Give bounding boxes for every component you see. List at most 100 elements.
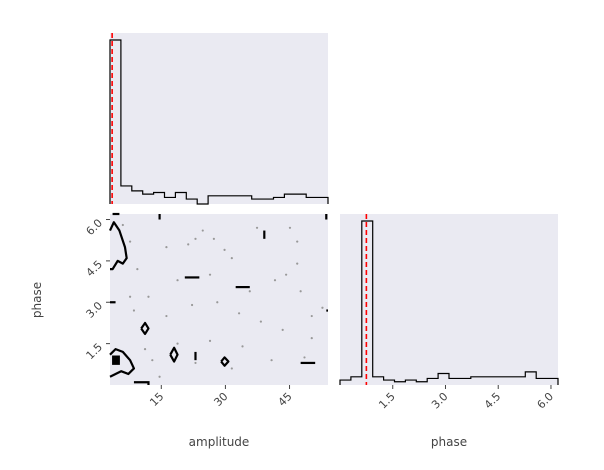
hist-bin-14: [263, 199, 274, 204]
hist-bin-5: [165, 197, 176, 204]
hist-bin-16: [514, 377, 525, 385]
hist-bin-9: [438, 374, 449, 385]
scatter-point-30: [241, 345, 244, 348]
hist-bin-16: [284, 194, 295, 204]
scatter-point-25: [310, 314, 313, 318]
hist-bin-0: [340, 380, 351, 385]
contour-line-4: [220, 356, 230, 367]
scatter-point-20: [216, 301, 219, 304]
y-tick-label-1: 3.0: [84, 299, 106, 321]
phase-x-tick-label-3: 6.0: [535, 390, 557, 412]
scatter-point-8: [255, 226, 259, 229]
scatter-point-24: [299, 290, 302, 293]
x-axis-label-amplitude: amplitude: [189, 435, 250, 449]
scatter-point-2: [165, 245, 168, 249]
histogram-step-line: [109, 39, 329, 205]
hist-bin-3: [373, 377, 384, 385]
y-tick-label-0: 1.5: [84, 341, 106, 363]
hist-bin-13: [252, 199, 263, 204]
scatter-point-38: [151, 359, 154, 362]
hist-bin-13: [482, 377, 493, 385]
scatter-point-21: [237, 312, 241, 315]
scatter-point-6: [223, 248, 226, 251]
hist-bin-14: [493, 377, 504, 385]
scatter-point-15: [176, 279, 179, 282]
contour-line-0: [109, 221, 128, 271]
hist-bin-2: [362, 221, 373, 385]
histogram-step-line: [339, 220, 559, 385]
contour-fragment-9: [133, 381, 150, 385]
scatter-point-3: [187, 243, 190, 246]
hist-bin-18: [306, 197, 317, 204]
scatter-point-39: [310, 337, 313, 340]
phase-x-tick-label-0: 1.5: [376, 390, 398, 412]
hist-bin-11: [230, 196, 241, 204]
scatter-point-0: [128, 240, 132, 243]
scatter-point-19: [190, 303, 194, 307]
contour-line-3: [169, 346, 179, 363]
hist-bin-1: [351, 377, 362, 385]
amplitude-histogram-background: [110, 33, 328, 204]
scatter-point-17: [132, 309, 136, 312]
hist-bin-17: [525, 372, 536, 385]
x-tick-label-1: 30: [211, 390, 230, 409]
hist-bin-19: [317, 197, 328, 204]
hist-bin-9: [208, 196, 219, 204]
scatter-point-7: [230, 257, 233, 260]
hist-bin-11: [460, 378, 471, 385]
scatter-point-35: [230, 367, 233, 370]
phase-x-tick-label-2: 4.5: [482, 390, 504, 412]
hist-bin-1: [121, 186, 132, 204]
scatter-point-18: [165, 314, 168, 318]
scatter-point-22: [259, 320, 262, 323]
scatter-point-13: [248, 290, 251, 293]
contour-fill-0: [112, 355, 120, 365]
scatter-point-37: [128, 295, 132, 298]
hist-bin-15: [274, 197, 285, 204]
scatter-point-26: [321, 306, 324, 309]
scatter-point-27: [143, 348, 147, 351]
hist-bin-3: [143, 194, 154, 204]
scatter-point-34: [194, 361, 197, 365]
x-tick-label-2: 45: [276, 390, 295, 409]
amplitude-histogram-panel: [109, 33, 329, 205]
hist-bin-10: [449, 378, 460, 385]
scatter-point-1: [136, 268, 139, 271]
hist-bin-6: [175, 193, 186, 204]
hist-bin-10: [219, 196, 230, 204]
y-axis-label-phase: phase: [30, 282, 44, 318]
contour-line-2: [140, 321, 150, 336]
scatter-point-9: [288, 226, 292, 229]
scatter-point-5: [212, 237, 215, 240]
x-axis-label-phase: phase: [431, 435, 467, 449]
scatter-point-29: [208, 339, 212, 342]
hist-bin-12: [241, 196, 252, 204]
phase-x-tick-label-1: 3.0: [429, 390, 451, 412]
scatter-point-11: [285, 273, 288, 276]
phase-histogram-panel: 1.5 3.0 4.5 6.0 phase: [339, 214, 559, 449]
y-tick-label-3: 6.0: [84, 216, 106, 238]
hist-bin-4: [384, 380, 395, 385]
contour-line-1: [109, 348, 136, 378]
hist-bin-8: [427, 378, 438, 385]
scatter-point-32: [303, 356, 306, 359]
hist-bin-7: [186, 199, 197, 204]
amplitude-phase-contour-panel: 15 30 45 1.5 3.0 4.5 6.0 amplitude phase: [30, 212, 328, 449]
scatter-point-28: [176, 342, 179, 345]
phase-histogram-background: [340, 214, 558, 385]
hist-bin-18: [536, 378, 547, 385]
scatter-point-31: [270, 359, 273, 362]
scatter-point-40: [201, 229, 204, 232]
scatter-point-33: [158, 375, 161, 378]
x-tick-label-0: 15: [147, 390, 166, 409]
hist-bin-17: [295, 194, 306, 204]
scatter-point-10: [296, 240, 299, 243]
hist-bin-19: [547, 378, 558, 385]
hist-bin-15: [504, 377, 515, 385]
scatter-point-36: [121, 223, 124, 227]
hist-bin-4: [154, 193, 165, 204]
y-tick-label-2: 4.5: [84, 258, 106, 280]
scatter-point-12: [273, 279, 277, 282]
scatter-point-23: [281, 328, 284, 331]
contour-background: [110, 214, 328, 385]
